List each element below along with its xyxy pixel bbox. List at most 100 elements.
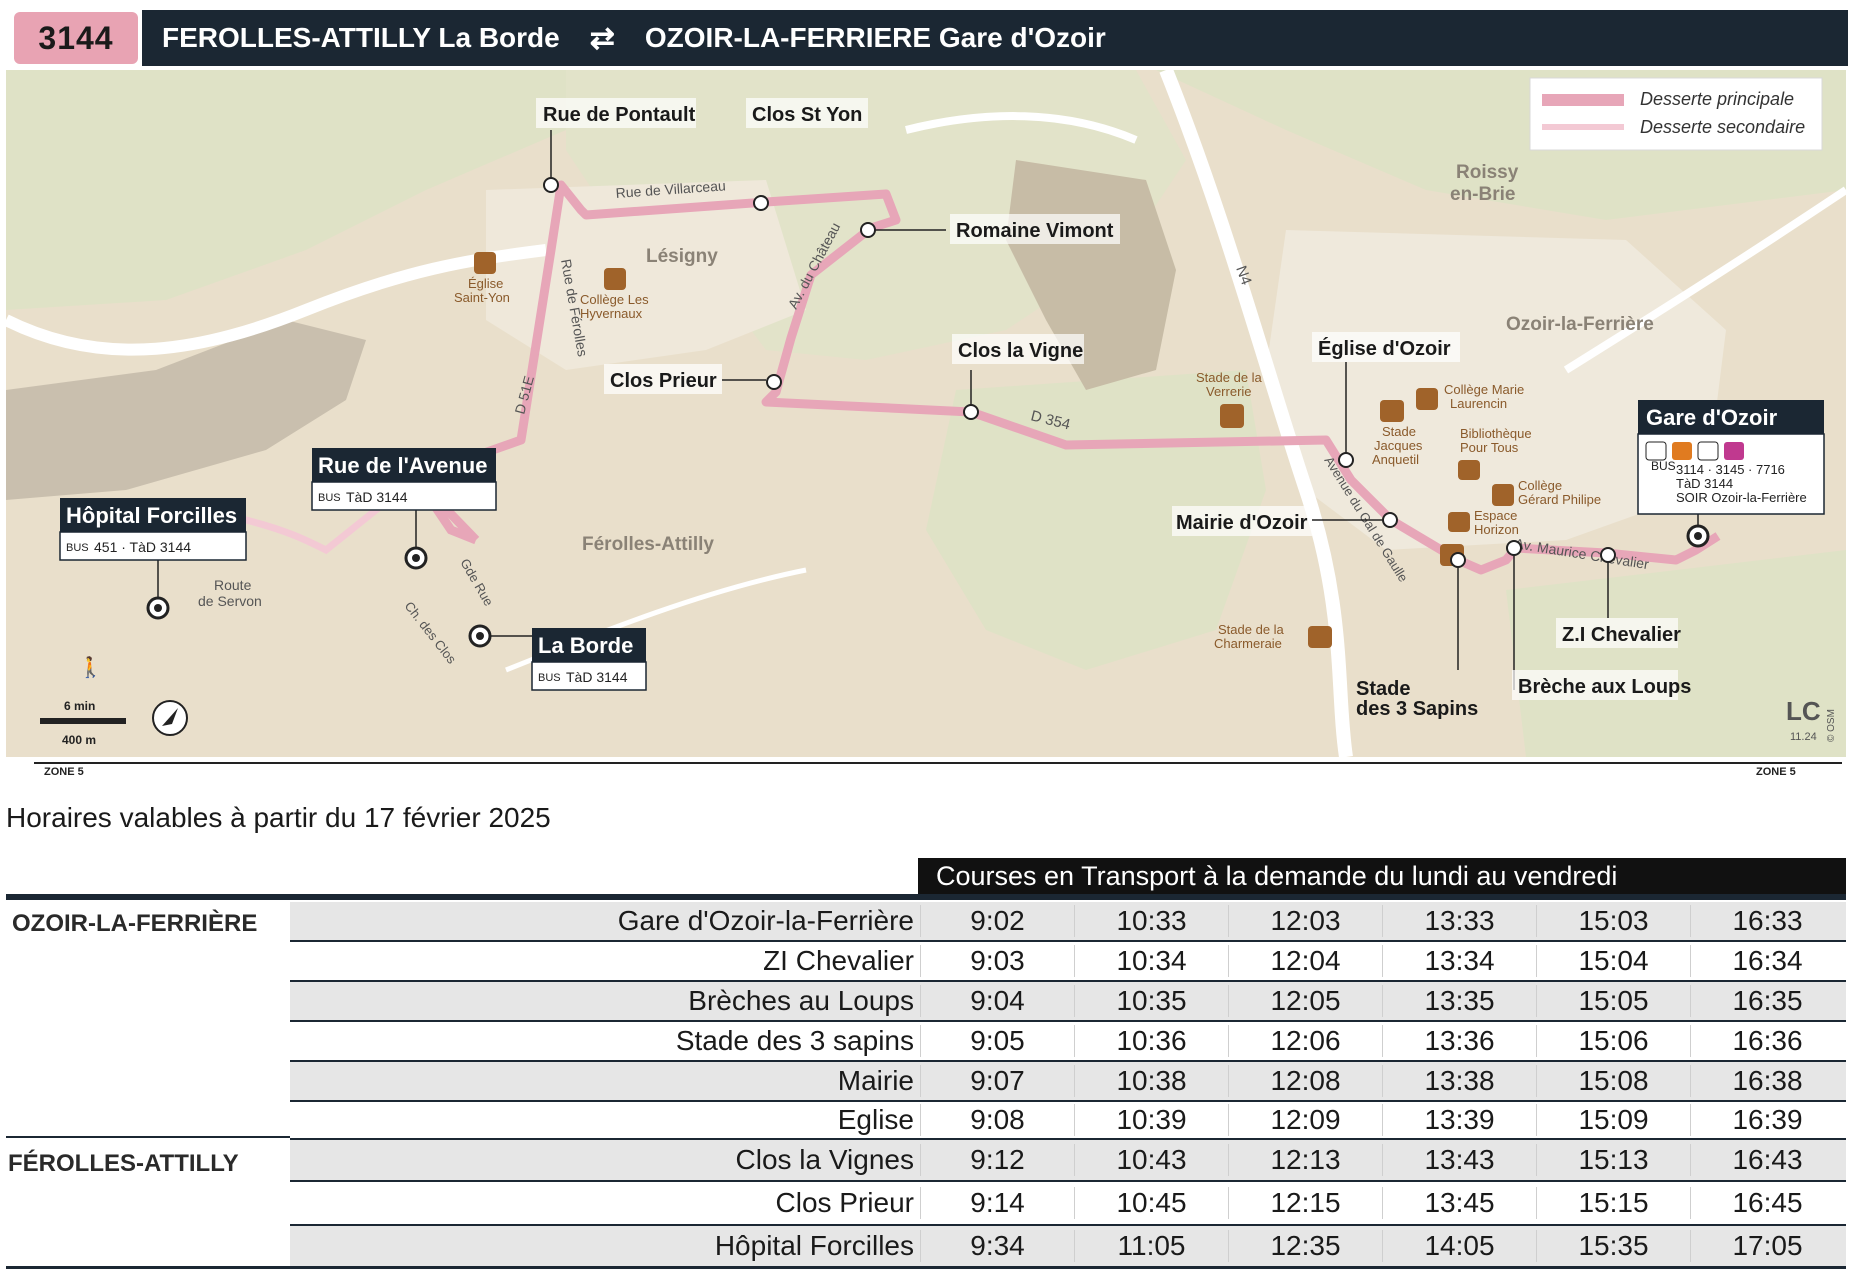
terminus-label-gare: Gare d'Ozoir — [1646, 405, 1778, 430]
departure-time-cell: 9:03 — [920, 945, 1074, 977]
table-row: Mairie 9:07 10:38 12:08 13:38 15:08 16:38 — [290, 1062, 1846, 1100]
departure-time-cell: 15:04 — [1536, 945, 1690, 977]
stop-marker-dot — [412, 554, 420, 562]
row-divider — [290, 1100, 1846, 1102]
bus-icon: BUS — [1651, 459, 1676, 473]
stop-marker-clos-la-vigne[interactable] — [963, 404, 979, 420]
departure-time-cell: 15:03 — [1536, 905, 1690, 937]
stop-marker-clos-st-yon[interactable] — [753, 195, 769, 211]
departure-time-cell: 13:33 — [1382, 905, 1536, 937]
school-icon — [604, 268, 626, 290]
commune-rule — [6, 1136, 290, 1138]
departure-time-cell: 12:09 — [1228, 1104, 1382, 1136]
road-n4 — [1159, 70, 1353, 757]
poi-label: Collège Les — [580, 292, 649, 307]
legend-primary-swatch — [1542, 94, 1624, 106]
timetable-title: Courses en Transport à la demande du lun… — [918, 858, 1846, 894]
pedestrian-icon: 🚶 — [78, 655, 103, 679]
label-bg — [952, 334, 1084, 364]
label-bg — [950, 214, 1120, 244]
rer-icon — [1697, 441, 1719, 461]
departure-time-cell: 16:35 — [1690, 985, 1844, 1017]
departure-time-cell: 16:45 — [1690, 1187, 1844, 1219]
table-row: Stade des 3 sapins 9:05 10:36 12:06 13:36 15:… — [290, 1022, 1846, 1060]
table-row: Eglise 9:08 10:39 12:09 13:39 15:09 16:39 — [290, 1102, 1846, 1138]
commune-label-ozoir: OZOIR-LA-FERRIÈRE — [12, 910, 258, 937]
departure-time-cell: 9:08 — [920, 1104, 1074, 1136]
scale-distance: 400 m — [62, 733, 96, 747]
departure-time-cell: 10:45 — [1074, 1187, 1228, 1219]
row-divider — [290, 1020, 1846, 1022]
place-label-lesigny: Lésigny — [646, 246, 718, 267]
label-bg — [1312, 332, 1460, 362]
departure-time-cell: 15:09 — [1536, 1104, 1690, 1136]
gare-soir-lines: SOIR Ozoir-la-Ferrière — [1676, 490, 1807, 505]
place-label-ozoir: Ozoir-la-Ferrière — [1506, 314, 1654, 335]
church-icon — [474, 252, 496, 274]
library-icon — [1458, 460, 1480, 480]
legend-primary-label: Desserte principale — [1640, 89, 1794, 109]
scale-walk-time: 6 min — [64, 699, 95, 713]
stop-marker-rue-de-pontault[interactable] — [543, 177, 559, 193]
route-map[interactable]: Desserte principale Desserte secondaire … — [6, 70, 1846, 757]
departure-time-cell: 17:05 — [1690, 1230, 1844, 1262]
legend-box — [1529, 77, 1823, 151]
stop-label-stade-3-sapins-2: des 3 Sapins — [1356, 698, 1478, 720]
route-title-bar: FEROLLES-ATTILLY La Borde ⇄ OZOIR-LA-FER… — [142, 10, 1848, 66]
stop-name-cell: Eglise — [837, 1104, 914, 1135]
label-bg — [1556, 618, 1678, 648]
departure-time-cell: 12:05 — [1228, 985, 1382, 1017]
row-divider — [290, 980, 1846, 982]
departure-time-cell: 14:05 — [1382, 1230, 1536, 1262]
route-header: 3144 FEROLLES-ATTILLY La Borde ⇄ OZOIR-L… — [0, 0, 1852, 68]
departure-time-cell: 10:39 — [1074, 1104, 1228, 1136]
poi-label: Hyvernaux — [580, 306, 643, 321]
departure-time-cell: 9:14 — [920, 1187, 1074, 1219]
departure-time-cell: 16:38 — [1690, 1065, 1844, 1097]
stop-marker-clos-prieur[interactable] — [766, 374, 782, 390]
departure-time-cell: 9:34 — [920, 1230, 1074, 1262]
road — [1563, 186, 1846, 374]
stop-label-eglise-dozoir: Église d'Ozoir — [1318, 337, 1451, 360]
road — [905, 112, 1138, 144]
road-label: Rue de Villarceau — [615, 177, 726, 201]
departure-time-cell: 10:33 — [1074, 905, 1228, 937]
stop-name-cell: ZI Chevalier — [763, 945, 914, 976]
stop-marker-breche-aux-loups[interactable] — [1506, 540, 1522, 556]
theater-icon — [1448, 512, 1470, 532]
school-icon — [1492, 484, 1514, 506]
stop-label-clos-la-vigne: Clos la Vigne — [958, 340, 1083, 362]
row-divider — [6, 1266, 1846, 1269]
terminus-label-la-borde: La Borde — [538, 633, 633, 658]
departure-time-cell: 12:13 — [1228, 1144, 1382, 1176]
departure-time-cell: 10:38 — [1074, 1065, 1228, 1097]
label-bg — [536, 98, 696, 128]
row-divider — [290, 1060, 1846, 1062]
stop-marker-zi-chevalier[interactable] — [1600, 547, 1616, 563]
poi-label: Anquetil — [1372, 452, 1419, 467]
poi-label: Stade — [1382, 424, 1416, 439]
gare-bus-lines: 3114 · 3145 · 7716 — [1676, 462, 1785, 477]
label-bg — [1512, 670, 1678, 700]
departure-time-cell: 16:39 — [1690, 1104, 1844, 1136]
stop-marker-mairie-dozoir[interactable] — [1382, 512, 1398, 528]
departure-time-cell: 9:12 — [920, 1144, 1074, 1176]
road — [6, 244, 547, 356]
school-icon — [1416, 388, 1438, 410]
label-bg — [1172, 506, 1312, 536]
timetable: Courses en Transport à la demande du lun… — [6, 858, 1846, 1270]
departure-time-cell: 16:43 — [1690, 1144, 1844, 1176]
poi-label: Espace — [1474, 508, 1517, 523]
departure-time-cell: 9:07 — [920, 1065, 1074, 1097]
commune-label-ferolles: FÉROLLES-ATTILLY — [8, 1150, 239, 1177]
stop-marker-stade-3-sapins[interactable] — [1450, 552, 1466, 568]
departure-time-cell: 13:45 — [1382, 1187, 1536, 1219]
departure-time-cell: 12:03 — [1228, 905, 1382, 937]
stop-marker-eglise-dozoir[interactable] — [1338, 452, 1354, 468]
departure-time-cell: 13:36 — [1382, 1025, 1536, 1057]
departure-time-cell: 12:04 — [1228, 945, 1382, 977]
legend-secondary-label: Desserte secondaire — [1640, 117, 1805, 137]
stop-label-mairie-dozoir: Mairie d'Ozoir — [1176, 512, 1308, 534]
scale-bar — [40, 718, 126, 724]
stop-marker-romaine-vimont[interactable] — [860, 222, 876, 238]
